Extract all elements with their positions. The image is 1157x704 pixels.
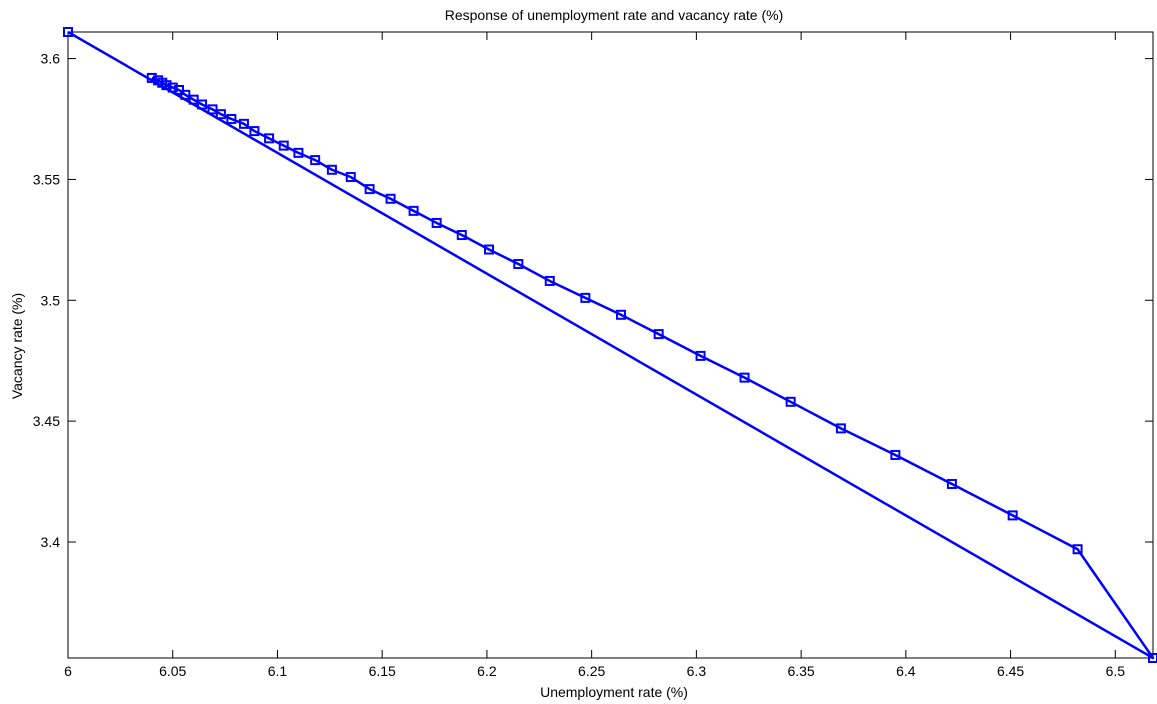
y-tick-label: 3.6 [41,51,61,67]
x-tick-label: 6.4 [896,663,916,679]
data-point-marker [63,27,73,37]
data-point-marker [653,329,664,340]
x-tick-label: 6.35 [787,663,814,679]
data-point-marker [431,217,442,228]
data-point-marker [167,82,178,93]
data-point-marker [326,164,337,175]
data-point-marker [615,309,626,320]
data-point-marker [890,449,901,460]
data-point-marker [238,118,249,129]
data-point-marker [264,133,275,144]
data-point-marker [153,75,164,86]
series-line [67,30,1155,660]
data-point-marker [385,193,396,204]
data-point-marker [278,140,289,151]
data-point-marker [408,205,419,216]
x-tick-label: 6.3 [687,663,707,679]
data-point-marker [456,230,467,241]
data-point-marker [207,104,218,115]
x-tick-label: 6 [64,663,72,679]
x-tick-label: 6.1 [268,663,288,679]
x-tick-label: 6.5 [1106,663,1126,679]
y-axis-ticks: 3.4 3.45 3.5 3.55 3.6 [33,51,1153,550]
chart-title: Response of unemployment rate and vacanc… [445,7,784,23]
series-layer [63,27,1157,663]
y-tick-label: 3.55 [33,171,60,187]
data-point-marker [785,396,796,407]
data-point-marker [310,155,321,166]
data-point-marker [345,172,356,183]
data-point-marker [835,423,846,434]
data-point-marker [1007,510,1018,521]
x-tick-label: 6.25 [578,663,605,679]
data-point-marker [484,244,495,255]
data-point-marker [739,372,750,383]
data-point-marker [513,259,524,270]
x-tick-label: 6.05 [159,663,186,679]
x-axis-ticks: 6 6.05 6.1 6.15 6.2 6.25 6.3 6.35 6.4 6.45 6.5 [64,32,1125,679]
data-point-marker [544,275,555,286]
data-point-marker [1072,544,1083,555]
data-point-marker [364,184,375,195]
x-tick-label: 6.45 [997,663,1024,679]
data-point-marker [580,292,591,303]
x-tick-label: 6.2 [477,663,497,679]
data-point-marker [146,72,157,83]
data-point-marker [293,147,304,158]
data-point-marker [695,350,706,361]
data-point-marker [946,478,957,489]
axes-box [67,31,1154,659]
data-point-marker [249,126,260,137]
data-point-marker [226,114,237,125]
y-tick-label: 3.4 [41,534,61,550]
y-tick-label: 3.45 [33,413,60,429]
x-axis-label: Unemployment rate (%) [540,684,688,700]
plot-area [67,31,1154,659]
y-tick-label: 3.5 [41,292,61,308]
data-point-marker [174,85,185,96]
y-axis-label: Vacancy rate (%) [9,293,25,399]
data-point-marker [1148,653,1157,663]
x-tick-label: 6.15 [369,663,396,679]
